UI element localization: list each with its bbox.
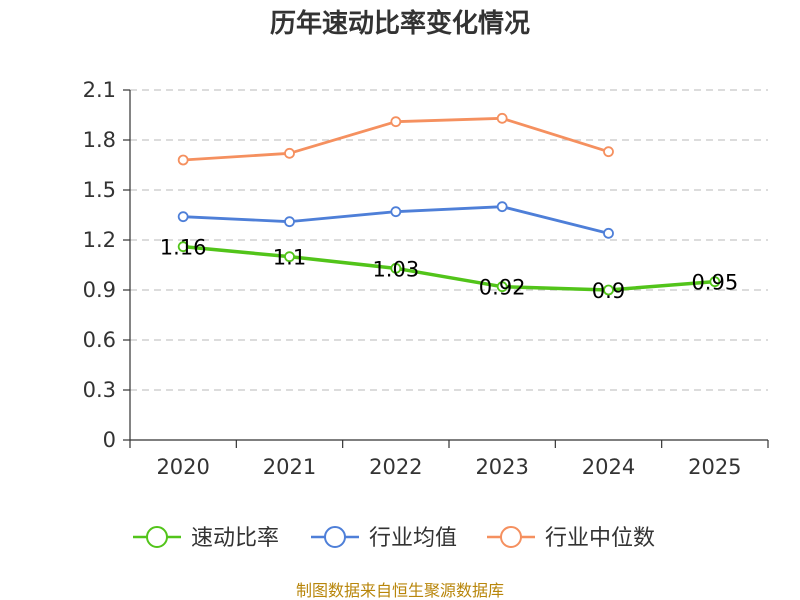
series-line xyxy=(183,244,715,292)
data-point[interactable] xyxy=(496,201,508,213)
y-tick-label: 2.1 xyxy=(83,78,116,102)
data-point[interactable] xyxy=(284,216,295,228)
legend-item[interactable]: 行业中位数 xyxy=(487,526,655,551)
data-label: 1.03 xyxy=(372,257,419,281)
legend[interactable]: 速动比率 行业均值 行业中位数 xyxy=(133,526,655,551)
y-tick-label: 0.9 xyxy=(83,278,116,302)
data-point[interactable] xyxy=(177,154,189,166)
x-tick-label: 2022 xyxy=(369,455,422,479)
x-tick-label: 2020 xyxy=(156,455,209,479)
legend-item[interactable]: 速动比率 xyxy=(133,526,279,551)
x-axis: 2020 2021 2022 2023 2024 2025 xyxy=(129,439,769,479)
data-label: 1.16 xyxy=(160,236,207,260)
data-point[interactable] xyxy=(496,281,508,293)
chart-title: 历年速动比率变化情况 xyxy=(270,8,530,39)
legend-label: 行业中位数 xyxy=(545,526,655,551)
data-point[interactable] xyxy=(603,284,614,296)
data-point[interactable] xyxy=(603,227,614,239)
x-tick-label: 2023 xyxy=(475,455,528,479)
y-tick-label: 1.2 xyxy=(83,228,116,252)
y-tick-label: 1.8 xyxy=(83,128,116,152)
data-point[interactable] xyxy=(709,276,721,288)
x-tick-label: 2024 xyxy=(582,455,635,479)
x-tick-label: 2025 xyxy=(688,455,741,479)
y-tick-label: 0.6 xyxy=(83,328,116,352)
legend-label: 行业均值 xyxy=(369,526,457,551)
legend-item[interactable]: 行业均值 xyxy=(311,526,457,551)
legend-label: 速动比率 xyxy=(191,526,279,551)
data-point[interactable] xyxy=(177,211,189,223)
data-point[interactable] xyxy=(284,147,295,159)
series-group xyxy=(177,112,721,296)
x-tick-label: 2021 xyxy=(263,455,316,479)
data-labels: 1.16 1.1 1.03 0.92 0.9 0.95 xyxy=(160,236,738,303)
y-axis: 0 0.3 0.6 0.9 1.2 1.5 1.8 2.1 xyxy=(83,78,131,452)
y-tick-label: 0.3 xyxy=(83,378,116,402)
data-point[interactable] xyxy=(390,116,402,128)
source-note: 制图数据来自恒生聚源数据库 xyxy=(296,581,504,600)
legend-marker xyxy=(500,526,522,548)
data-label: 0.95 xyxy=(691,271,738,295)
data-point[interactable] xyxy=(284,251,295,263)
data-point[interactable] xyxy=(177,241,189,253)
grid-lines xyxy=(130,89,768,391)
data-label: 1.1 xyxy=(273,246,306,270)
legend-marker xyxy=(324,526,346,548)
data-point[interactable] xyxy=(390,206,402,218)
data-point[interactable] xyxy=(390,262,402,274)
y-tick-label: 1.5 xyxy=(83,178,116,202)
data-point[interactable] xyxy=(603,146,614,158)
legend-marker xyxy=(146,526,168,548)
data-label: 0.92 xyxy=(479,276,526,300)
y-tick-label: 0 xyxy=(103,428,116,452)
data-label: 0.9 xyxy=(592,279,625,303)
data-point[interactable] xyxy=(496,112,508,124)
